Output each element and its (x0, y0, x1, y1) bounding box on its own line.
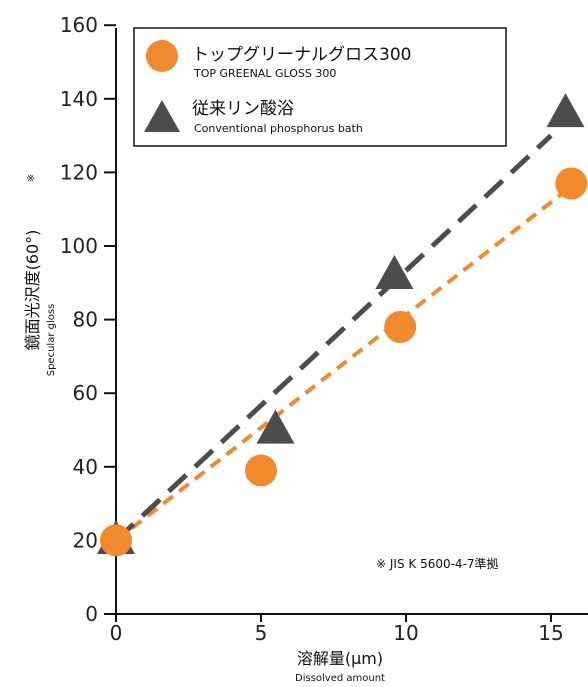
y-tick-label: 160 (60, 13, 98, 37)
legend-series-2-sub: Conventional phosphorus bath (194, 122, 363, 135)
y-tick-label: 0 (85, 602, 98, 626)
y-tick-label: 120 (60, 160, 98, 184)
trend-line-conventional (114, 133, 553, 543)
legend-series-2-name: 従来リン酸浴 (192, 99, 294, 119)
y-tick-label: 140 (60, 87, 98, 111)
y-tick-label: 100 (60, 234, 98, 258)
x-tick-label: 5 (255, 621, 268, 645)
data-point-triangle (256, 409, 295, 444)
y-axis-label: 鏡面光沢度(60°) (23, 230, 42, 351)
y-tick-label: 40 (73, 455, 98, 479)
axes (115, 28, 588, 615)
data-point-circle (245, 454, 277, 487)
data-point-triangle (546, 93, 585, 128)
y-tick-label: 80 (73, 308, 98, 332)
legend-series-1-name: トップグリーナルグロス300 (192, 45, 411, 65)
x-ticks: 0 5 10 15 (110, 614, 564, 645)
legend-circle-marker (146, 40, 178, 72)
y-axis-label-mark: ※ (26, 174, 37, 182)
legend-triangle-marker (144, 100, 180, 132)
x-tick-label: 10 (393, 621, 418, 645)
x-axis-label-sub: Dissolved amount (295, 673, 385, 684)
y-tick-label: 20 (73, 528, 98, 552)
y-axis-title: 鏡面光沢度(60°) ※ Specular gloss (23, 174, 57, 376)
data-points (97, 93, 588, 557)
data-point-circle (555, 167, 588, 200)
x-tick-label: 0 (110, 621, 123, 645)
legend: トップグリーナルグロス300 TOP GREENAL GLOSS 300 従来リ… (133, 27, 507, 147)
standard-note: ※ JIS K 5600-4-7準拠 (376, 556, 499, 571)
legend-series-1-sub: TOP GREENAL GLOSS 300 (193, 67, 336, 80)
data-point-circle (100, 524, 132, 557)
y-ticks: 0 20 40 60 80 100 120 140 160 (60, 13, 116, 626)
trend-lines (114, 133, 582, 543)
trend-line-top-greenal (114, 178, 582, 542)
data-point-circle (384, 310, 417, 343)
y-axis-label-sub: Specular gloss (46, 304, 57, 377)
legend-box (133, 27, 507, 147)
x-axis-label: 溶解量(μm) (297, 649, 383, 668)
y-tick-label: 60 (73, 381, 98, 405)
x-tick-label: 15 (538, 621, 563, 645)
data-point-triangle (375, 255, 414, 290)
